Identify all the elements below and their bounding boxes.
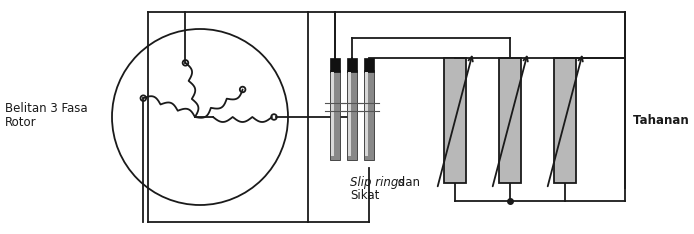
Bar	[364, 58, 374, 72]
Bar	[444, 58, 466, 183]
Bar	[331, 72, 335, 156]
Text: Tahanan Luar: Tahanan Luar	[633, 114, 694, 127]
Bar	[347, 58, 357, 72]
Bar	[348, 72, 351, 156]
Bar	[347, 70, 357, 160]
Bar	[499, 58, 521, 183]
Text: Belitan 3 Fasa: Belitan 3 Fasa	[5, 102, 87, 114]
Bar	[364, 70, 374, 160]
Text: dan: dan	[394, 176, 420, 189]
Text: Rotor: Rotor	[5, 116, 37, 128]
Text: Sikat: Sikat	[350, 189, 380, 202]
Text: Slip rings: Slip rings	[350, 176, 405, 189]
Bar	[330, 58, 340, 72]
Bar	[554, 58, 576, 183]
Bar	[330, 70, 340, 160]
Bar	[365, 72, 369, 156]
